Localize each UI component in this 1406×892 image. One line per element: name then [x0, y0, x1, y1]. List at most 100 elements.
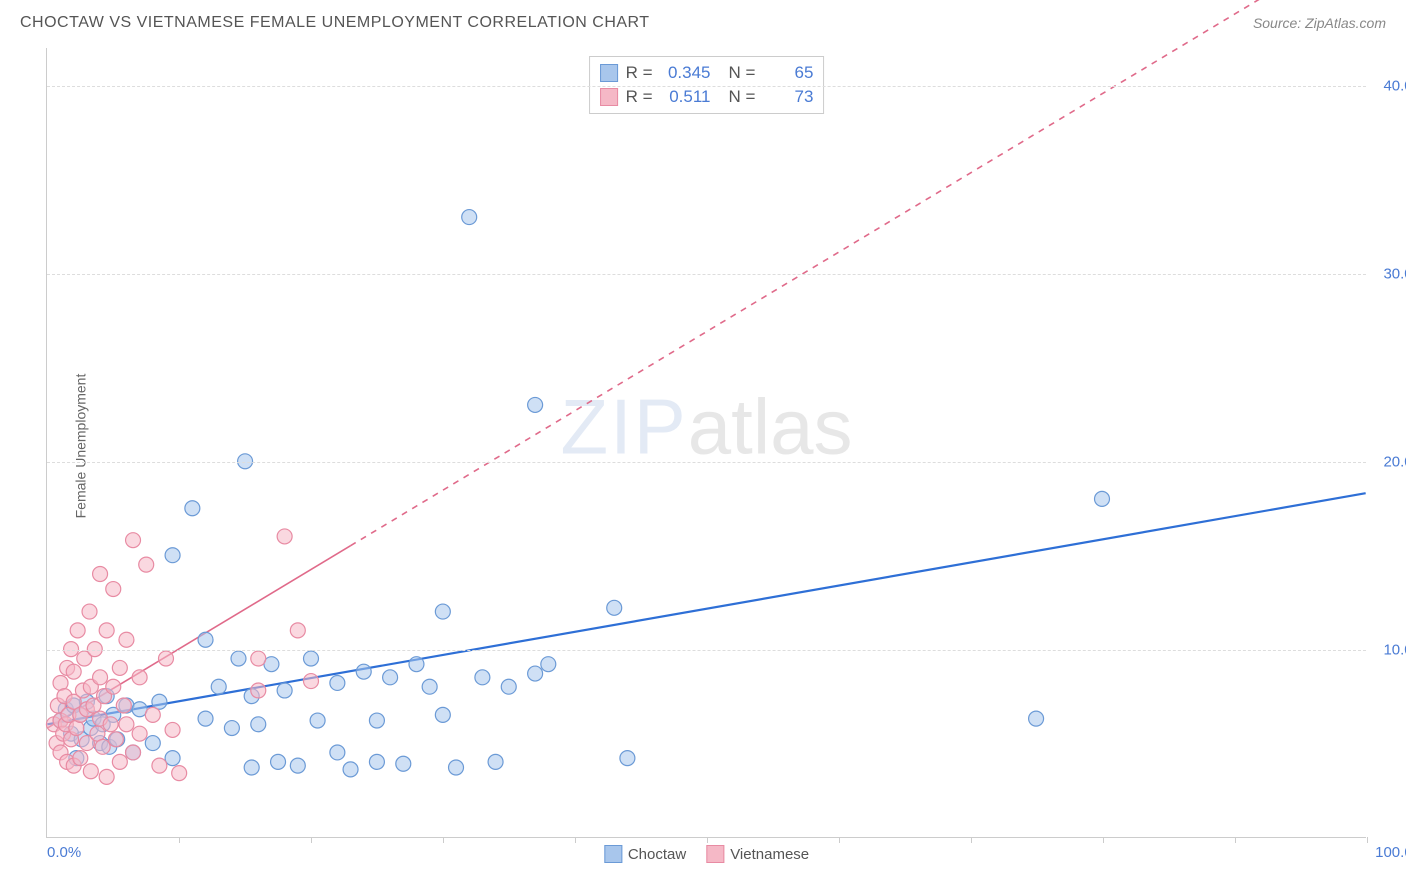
- data-point: [251, 651, 266, 666]
- data-point: [422, 679, 437, 694]
- bottom-legend: Choctaw Vietnamese: [604, 845, 809, 863]
- chart-svg: [47, 48, 1366, 837]
- stats-n-label: N =: [729, 87, 756, 107]
- legend-swatch: [706, 845, 724, 863]
- stats-n-value: 65: [763, 63, 813, 83]
- stats-r-value: 0.345: [661, 63, 711, 83]
- data-point: [343, 762, 358, 777]
- data-point: [304, 651, 319, 666]
- gridline: [47, 86, 1366, 87]
- y-tick-label: 40.0%: [1383, 77, 1406, 94]
- y-tick-label: 10.0%: [1383, 641, 1406, 658]
- data-point: [528, 397, 543, 412]
- data-point: [1029, 711, 1044, 726]
- data-point: [310, 713, 325, 728]
- data-point: [528, 666, 543, 681]
- x-tick: [839, 837, 840, 843]
- data-point: [119, 632, 134, 647]
- data-point: [165, 548, 180, 563]
- x-right-label: 100.0%: [1375, 844, 1406, 861]
- x-tick: [179, 837, 180, 843]
- data-point: [112, 754, 127, 769]
- data-point: [106, 582, 121, 597]
- data-point: [172, 766, 187, 781]
- data-point: [435, 604, 450, 619]
- data-point: [290, 758, 305, 773]
- stats-r-label: R =: [626, 63, 653, 83]
- data-point: [304, 674, 319, 689]
- data-point: [369, 754, 384, 769]
- data-point: [330, 745, 345, 760]
- data-point: [462, 210, 477, 225]
- legend-item: Vietnamese: [706, 845, 809, 863]
- x-tick: [971, 837, 972, 843]
- x-tick: [311, 837, 312, 843]
- data-point: [152, 758, 167, 773]
- legend-item: Choctaw: [604, 845, 686, 863]
- stats-row: R = 0.345 N = 65: [600, 61, 814, 85]
- x-tick: [1103, 837, 1104, 843]
- gridline: [47, 274, 1366, 275]
- data-point: [224, 721, 239, 736]
- data-point: [290, 623, 305, 638]
- stats-n-label: N =: [729, 63, 756, 83]
- data-point: [277, 683, 292, 698]
- data-point: [620, 751, 635, 766]
- data-point: [82, 604, 97, 619]
- data-point: [409, 657, 424, 672]
- data-point: [541, 657, 556, 672]
- data-point: [1095, 491, 1110, 506]
- source-label: Source: ZipAtlas.com: [1253, 15, 1386, 31]
- x-left-label: 0.0%: [47, 844, 81, 861]
- data-point: [185, 501, 200, 516]
- stats-r-label: R =: [626, 87, 653, 107]
- data-point: [145, 736, 160, 751]
- data-point: [99, 769, 114, 784]
- data-point: [126, 745, 141, 760]
- data-point: [435, 707, 450, 722]
- data-point: [244, 760, 259, 775]
- stats-n-value: 73: [763, 87, 813, 107]
- data-point: [165, 751, 180, 766]
- data-point: [607, 600, 622, 615]
- data-point: [449, 760, 464, 775]
- data-point: [83, 764, 98, 779]
- data-point: [165, 722, 180, 737]
- legend-swatch: [600, 88, 618, 106]
- data-point: [396, 756, 411, 771]
- x-tick: [443, 837, 444, 843]
- data-point: [356, 664, 371, 679]
- data-point: [501, 679, 516, 694]
- data-point: [93, 567, 108, 582]
- x-tick: [1367, 837, 1368, 843]
- plot-area: ZIPatlas R =0.345N =65R =0.511N =73 0.0%…: [46, 48, 1366, 838]
- data-point: [383, 670, 398, 685]
- data-point: [99, 623, 114, 638]
- x-tick: [575, 837, 576, 843]
- legend-label: Choctaw: [628, 846, 686, 863]
- chart-title: CHOCTAW VS VIETNAMESE FEMALE UNEMPLOYMEN…: [20, 14, 650, 32]
- data-point: [369, 713, 384, 728]
- x-tick: [1235, 837, 1236, 843]
- data-point: [330, 675, 345, 690]
- gridline: [47, 462, 1366, 463]
- data-point: [103, 717, 118, 732]
- data-point: [271, 754, 286, 769]
- gridline: [47, 650, 1366, 651]
- data-point: [211, 679, 226, 694]
- data-point: [116, 698, 131, 713]
- data-point: [70, 623, 85, 638]
- data-point: [132, 726, 147, 741]
- data-point: [231, 651, 246, 666]
- y-tick-label: 30.0%: [1383, 265, 1406, 282]
- legend-swatch: [600, 64, 618, 82]
- data-point: [119, 717, 134, 732]
- data-point: [95, 739, 110, 754]
- data-point: [108, 732, 123, 747]
- data-point: [251, 683, 266, 698]
- data-point: [93, 670, 108, 685]
- data-point: [73, 751, 88, 766]
- data-point: [488, 754, 503, 769]
- stats-r-value: 0.511: [661, 87, 711, 107]
- data-point: [66, 664, 81, 679]
